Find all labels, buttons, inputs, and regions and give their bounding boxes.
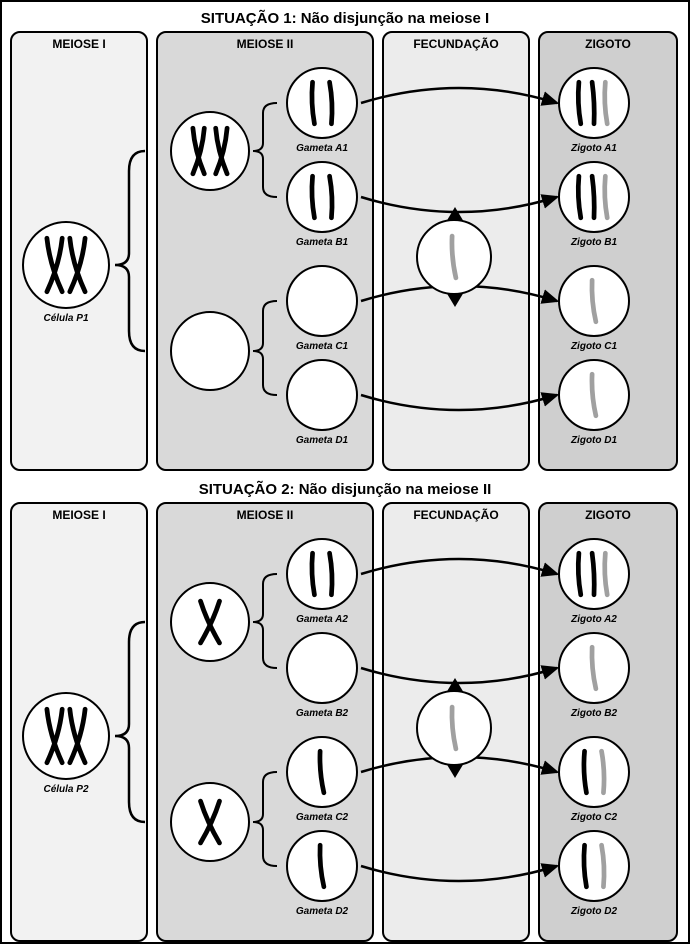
cell-label: Célula P1 [43, 313, 88, 324]
cell [416, 219, 492, 295]
cell-label: Zigoto D1 [571, 435, 617, 446]
cell-label: Zigoto C2 [571, 812, 617, 823]
cell-label: Zigoto D2 [571, 906, 617, 917]
cell [170, 111, 250, 191]
cell-label: Zigoto A1 [571, 143, 617, 154]
cell: Gameta B2 [286, 632, 358, 704]
situation-1-title: SITUAÇÃO 1: Não disjunção na meiose I [10, 10, 680, 27]
column-header: ZIGOTO [540, 504, 676, 529]
cell [170, 582, 250, 662]
cell: Gameta A2 [286, 538, 358, 610]
cell-label: Gameta C2 [296, 812, 348, 823]
cell: Célula P1 [22, 221, 110, 309]
column-header: MEIOSE I [12, 33, 146, 58]
situation-2-title: SITUAÇÃO 2: Não disjunção na meiose II [10, 481, 680, 498]
column-header: MEIOSE II [158, 33, 372, 58]
cell: Zigoto D2 [558, 830, 630, 902]
cell: Gameta C1 [286, 265, 358, 337]
cell-label: Gameta B2 [296, 708, 348, 719]
column-header: FECUNDAÇÃO [384, 504, 528, 529]
cell: Gameta A1 [286, 67, 358, 139]
cell: Zigoto D1 [558, 359, 630, 431]
cell-label: Zigoto C1 [571, 341, 617, 352]
cell-label: Zigoto A2 [571, 614, 617, 625]
cell [170, 311, 250, 391]
cell: Zigoto C1 [558, 265, 630, 337]
cell: Célula P2 [22, 692, 110, 780]
cell: Zigoto B1 [558, 161, 630, 233]
situation-1-panel: MEIOSE I MEIOSE II FECUNDAÇÃO ZIGOTO Célula … [10, 31, 680, 471]
cell-label: Gameta A2 [296, 614, 348, 625]
cell-label: Zigoto B2 [571, 708, 617, 719]
column-header: MEIOSE II [158, 504, 372, 529]
cell [170, 782, 250, 862]
cell: Gameta D2 [286, 830, 358, 902]
cell-label: Zigoto B1 [571, 237, 617, 248]
cell: Zigoto B2 [558, 632, 630, 704]
cell: Gameta B1 [286, 161, 358, 233]
cell [416, 690, 492, 766]
page-frame: SITUAÇÃO 1: Não disjunção na meiose I ME… [0, 0, 690, 944]
cell-label: Gameta D1 [296, 435, 348, 446]
cell-label: Célula P2 [43, 784, 88, 795]
column-header: MEIOSE I [12, 504, 146, 529]
cell: Zigoto C2 [558, 736, 630, 808]
column-header: ZIGOTO [540, 33, 676, 58]
cell: Zigoto A2 [558, 538, 630, 610]
cell-label: Gameta D2 [296, 906, 348, 917]
situation-2-panel: MEIOSE I MEIOSE II FECUNDAÇÃO ZIGOTO Célula … [10, 502, 680, 942]
cell-label: Gameta B1 [296, 237, 348, 248]
cell-label: Gameta C1 [296, 341, 348, 352]
cell-label: Gameta A1 [296, 143, 348, 154]
cell: Gameta C2 [286, 736, 358, 808]
cell: Gameta D1 [286, 359, 358, 431]
column-header: FECUNDAÇÃO [384, 33, 528, 58]
cell: Zigoto A1 [558, 67, 630, 139]
